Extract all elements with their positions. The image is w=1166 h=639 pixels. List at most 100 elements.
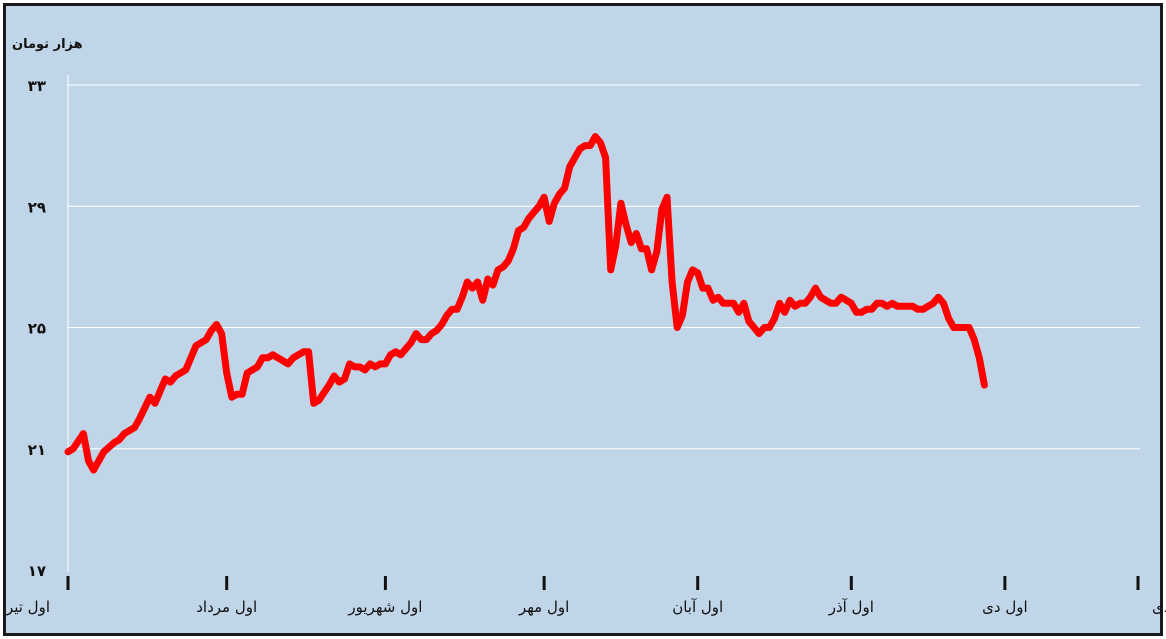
data-point: [482, 299, 484, 301]
data-point: [461, 296, 463, 298]
data-point: [651, 269, 653, 271]
data-point: [559, 193, 560, 195]
data-point: [195, 345, 197, 347]
data-point: [932, 302, 934, 304]
data-point: [548, 220, 550, 222]
data-point: [758, 333, 760, 335]
data-point: [912, 305, 914, 307]
data-point: [697, 272, 699, 274]
data-point: [205, 339, 207, 341]
data-point: [292, 357, 294, 359]
data-point: [410, 342, 412, 344]
data-point: [671, 281, 673, 283]
data-point: [815, 287, 816, 289]
data-point: [922, 308, 924, 310]
data-point: [881, 302, 883, 304]
data-point: [507, 260, 509, 262]
data-point: [492, 284, 494, 286]
data-point: [635, 233, 637, 234]
data-point: [589, 145, 591, 147]
data-point: [902, 305, 903, 307]
chart-frame: [3, 3, 1163, 636]
data-point: [175, 375, 176, 377]
data-point: [328, 384, 330, 386]
data-point: [835, 302, 837, 304]
data-point: [687, 281, 688, 283]
data-point: [610, 269, 612, 271]
data-point: [221, 333, 223, 335]
data-point: [886, 305, 888, 307]
data-point: [262, 357, 263, 359]
data-point: [804, 302, 806, 304]
data-point: [93, 469, 95, 471]
data-point: [584, 145, 586, 147]
data-point: [405, 348, 407, 350]
x-tick-label: ۲۷ دی: [1152, 598, 1166, 616]
data-point: [123, 433, 125, 435]
data-point: [379, 363, 381, 365]
data-point: [866, 308, 868, 310]
data-point: [753, 327, 755, 328]
data-point: [968, 327, 970, 328]
data-point: [717, 296, 719, 298]
data-point: [978, 357, 980, 359]
data-point: [113, 442, 115, 444]
data-point: [169, 381, 171, 383]
data-point: [599, 142, 601, 144]
data-point: [441, 324, 443, 325]
data-point: [477, 281, 479, 283]
data-point: [681, 314, 683, 316]
data-point: [825, 299, 827, 301]
data-point: [272, 354, 274, 356]
data-point: [82, 433, 84, 435]
data-point: [72, 448, 74, 450]
data-point: [210, 330, 212, 331]
data-point: [661, 208, 663, 210]
data-point: [88, 460, 89, 462]
data-point: [338, 381, 340, 383]
data-point: [569, 166, 571, 168]
data-point: [518, 230, 519, 231]
y-tick-label: ۳۳: [28, 77, 46, 95]
data-point: [400, 354, 402, 356]
data-point: [216, 324, 217, 325]
data-point: [943, 302, 944, 304]
data-point: [333, 375, 335, 377]
data-point: [139, 417, 141, 419]
data-point: [896, 305, 898, 307]
data-point: [287, 363, 289, 365]
data-point: [850, 302, 852, 304]
data-point: [256, 366, 258, 368]
data-point: [246, 372, 248, 374]
data-point: [512, 248, 514, 250]
data-point: [390, 354, 391, 356]
y-axis: ۱۷ ۲۱ ۲۵ ۲۹ ۳۳: [28, 75, 69, 580]
data-point: [451, 308, 453, 310]
data-point: [226, 372, 228, 374]
x-tick-label: اول آبان: [672, 598, 723, 616]
data-point: [948, 317, 950, 319]
data-point: [374, 366, 376, 368]
data-point: [907, 305, 909, 307]
x-axis: اول تیر اول مرداد اول شهریور اول مهر اول آبا…: [5, 576, 1166, 616]
x-tick-label: اول شهریور: [347, 598, 422, 616]
data-point: [415, 333, 417, 335]
data-point: [871, 308, 873, 310]
data-point: [615, 245, 617, 247]
data-point: [185, 369, 187, 371]
data-point: [134, 427, 136, 428]
data-point: [354, 366, 356, 368]
data-point: [876, 302, 878, 304]
data-point: [497, 269, 499, 271]
data-point: [466, 281, 468, 283]
data-point: [267, 357, 269, 359]
data-point: [533, 211, 535, 213]
data-point: [236, 393, 238, 395]
data-point: [830, 302, 832, 304]
data-point: [779, 302, 781, 304]
data-point: [313, 402, 315, 404]
data-point: [774, 317, 775, 319]
data-point: [282, 360, 284, 362]
data-point: [927, 305, 929, 307]
